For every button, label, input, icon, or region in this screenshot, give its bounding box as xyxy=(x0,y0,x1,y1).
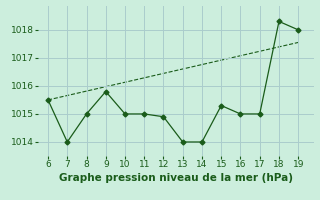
X-axis label: Graphe pression niveau de la mer (hPa): Graphe pression niveau de la mer (hPa) xyxy=(59,173,293,183)
